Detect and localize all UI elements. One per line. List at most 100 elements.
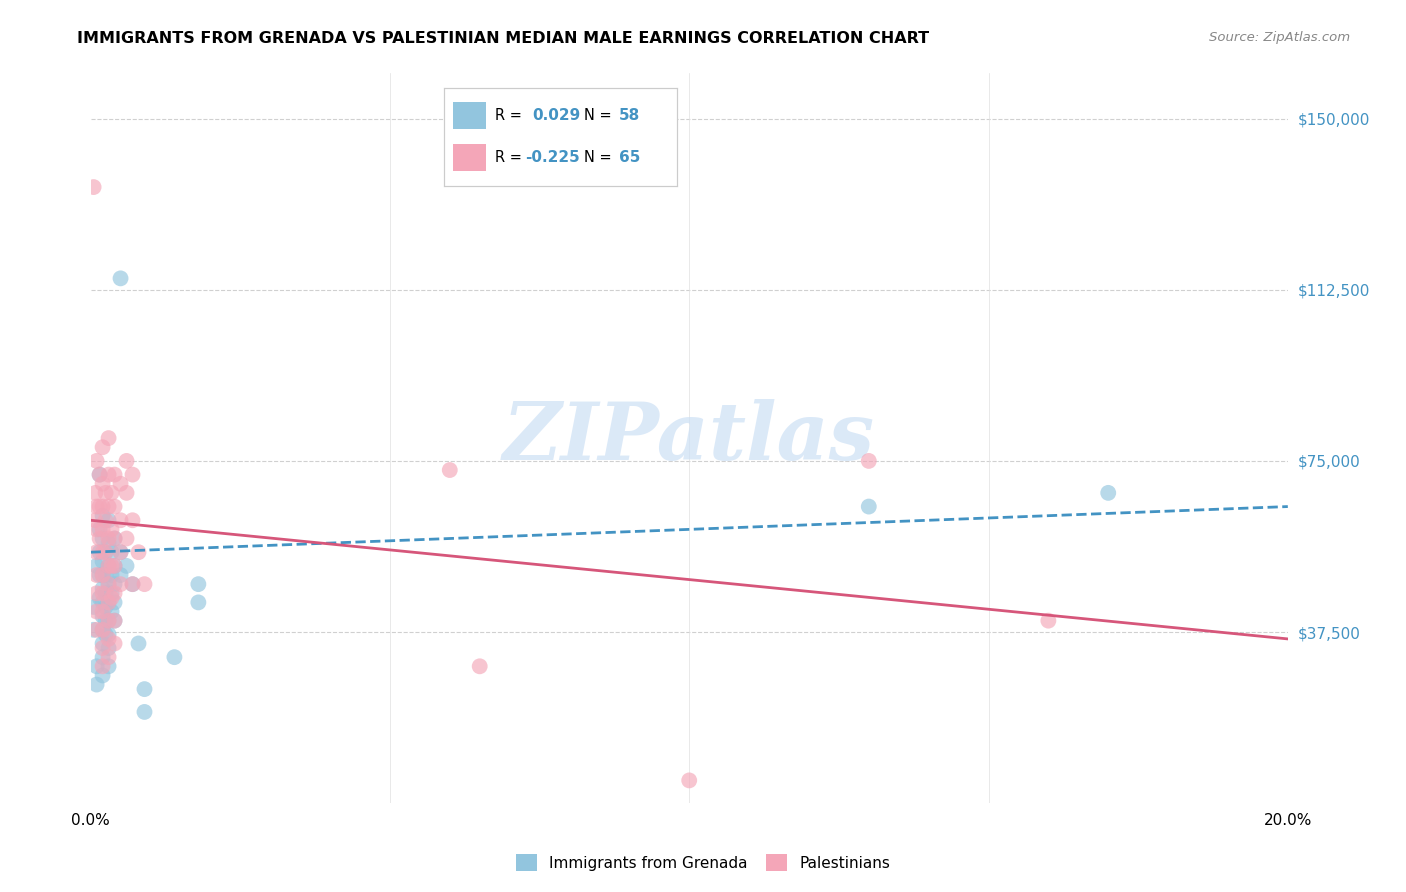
Point [115,486,138,500]
Point [91,623,114,637]
Point [103,614,125,628]
Point [134,682,156,697]
Point [94,627,117,641]
Point [97,536,120,550]
Point [97,532,120,546]
Point [94,513,117,527]
Point [100,545,122,559]
Point [86,586,108,600]
Point [97,659,120,673]
Point [858,500,880,514]
Point [91,609,114,624]
Point [89,467,111,482]
Point [128,545,150,559]
Point [439,463,461,477]
Point [91,554,114,568]
Point [91,568,114,582]
Point [97,614,120,628]
Point [97,431,120,445]
Point [103,595,125,609]
Point [94,545,117,559]
Point [91,532,114,546]
Point [100,522,122,536]
Point [94,586,117,600]
Point [187,595,209,609]
Point [97,467,120,482]
Point [91,545,114,559]
Point [110,513,132,527]
Point [97,650,120,665]
Point [121,513,143,527]
Point [121,577,143,591]
Point [91,641,114,656]
Text: Source: ZipAtlas.com: Source: ZipAtlas.com [1209,31,1350,45]
Point [91,508,114,523]
Point [103,558,125,573]
Point [103,467,125,482]
Point [94,599,117,614]
Point [91,568,114,582]
Point [83,180,105,194]
Point [84,513,107,527]
Point [103,586,125,600]
Point [94,486,117,500]
Point [91,500,114,514]
Point [100,568,122,582]
Point [94,568,117,582]
Point [103,636,125,650]
Point [89,500,111,514]
Point [134,705,156,719]
Point [89,532,111,546]
Point [468,659,491,673]
Point [86,568,108,582]
Point [103,614,125,628]
Point [134,577,156,591]
Point [100,605,122,619]
Point [86,605,108,619]
Point [110,568,132,582]
Point [89,591,111,605]
Point [89,568,111,582]
Point [97,632,120,646]
Point [91,623,114,637]
Point [86,500,108,514]
Point [103,532,125,546]
Point [86,623,108,637]
Point [83,623,105,637]
Point [86,454,108,468]
Point [86,677,108,691]
Point [91,522,114,536]
Point [858,454,880,468]
Point [91,582,114,596]
Text: IMMIGRANTS FROM GRENADA VS PALESTINIAN MEDIAN MALE EARNINGS CORRELATION CHART: IMMIGRANTS FROM GRENADA VS PALESTINIAN M… [77,31,929,46]
Point [97,595,120,609]
Point [86,659,108,673]
Text: ZIPatlas: ZIPatlas [503,400,876,477]
Point [115,532,138,546]
Point [97,513,120,527]
Point [115,558,138,573]
Point [97,558,120,573]
Point [91,668,114,682]
Point [187,577,209,591]
Point [97,627,120,641]
Point [83,599,105,614]
Point [97,595,120,609]
Point [97,577,120,591]
Point [86,558,108,573]
Point [94,614,117,628]
Point [94,545,117,559]
Point [100,558,122,573]
Point [103,558,125,573]
Point [103,532,125,546]
Point [91,440,114,454]
Point [91,659,114,673]
Point [97,500,120,514]
Point [89,467,111,482]
Point [110,271,132,285]
Point [91,636,114,650]
Point [97,614,120,628]
Point [115,454,138,468]
Point [91,595,114,609]
Legend: Immigrants from Grenada, Palestinians: Immigrants from Grenada, Palestinians [509,848,897,877]
